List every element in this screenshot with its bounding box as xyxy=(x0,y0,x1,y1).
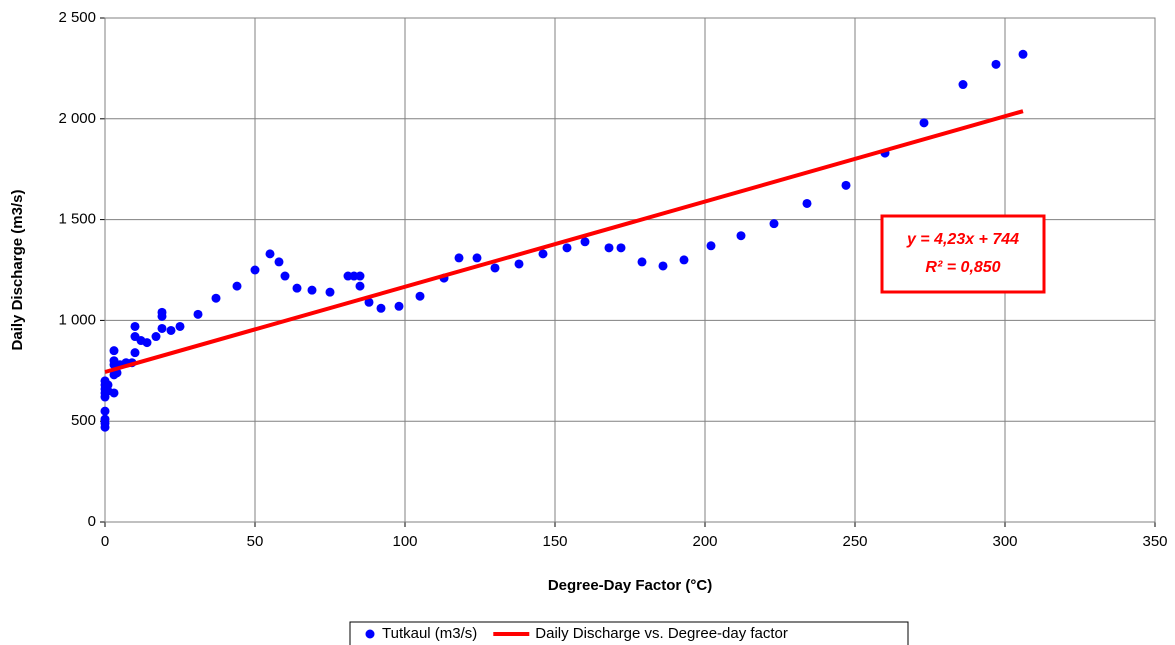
x-tick-label: 350 xyxy=(1142,533,1167,550)
point xyxy=(232,281,242,291)
point xyxy=(802,198,812,208)
point xyxy=(616,243,626,253)
point xyxy=(130,348,140,358)
x-tick-label: 150 xyxy=(542,533,567,550)
point xyxy=(580,237,590,247)
point xyxy=(100,414,110,424)
point xyxy=(265,249,275,259)
point xyxy=(562,243,572,253)
point xyxy=(355,271,365,281)
point xyxy=(157,307,167,317)
point xyxy=(142,338,152,348)
annotation-text: y = 4,23x + 744 xyxy=(906,231,1019,248)
point xyxy=(193,309,203,319)
point xyxy=(991,59,1001,69)
legend-box xyxy=(349,621,909,645)
point xyxy=(166,325,176,335)
point xyxy=(490,263,500,273)
x-tick-label: 300 xyxy=(992,533,1017,550)
legend-label: Daily Discharge vs. Degree-day factor xyxy=(535,625,788,642)
point xyxy=(355,281,365,291)
point xyxy=(454,253,464,263)
point xyxy=(151,332,161,342)
point xyxy=(274,257,284,267)
legend-label: Tutkaul (m3/s) xyxy=(382,625,477,642)
x-tick-label: 100 xyxy=(392,533,417,550)
point xyxy=(514,259,524,269)
point xyxy=(679,255,689,265)
annotation-text: R² = 0,850 xyxy=(925,259,1000,276)
legend-marker xyxy=(365,629,375,639)
x-tick-label: 250 xyxy=(842,533,867,550)
point xyxy=(658,261,668,271)
point xyxy=(157,323,167,333)
x-tick-label: 50 xyxy=(247,533,264,550)
y-tick-label: 2 500 xyxy=(58,9,96,26)
plot-border xyxy=(104,17,1156,523)
point xyxy=(364,297,374,307)
x-tick-label: 200 xyxy=(692,533,717,550)
point xyxy=(211,293,221,303)
y-tick-label: 0 xyxy=(88,513,96,530)
x-tick-label: 0 xyxy=(101,533,109,550)
point xyxy=(376,303,386,313)
point xyxy=(280,271,290,281)
y-tick-label: 500 xyxy=(71,412,96,429)
point xyxy=(472,253,482,263)
point xyxy=(325,287,335,297)
point xyxy=(175,321,185,331)
y-axis-label: Daily Discharge (m3/s) xyxy=(9,190,26,351)
x-axis-label: Degree-Day Factor (°C) xyxy=(548,577,712,594)
point xyxy=(109,388,119,398)
point xyxy=(307,285,317,295)
point xyxy=(394,301,404,311)
trend-line xyxy=(104,109,1024,374)
point xyxy=(130,321,140,331)
point xyxy=(706,241,716,251)
annotation-box xyxy=(880,214,1046,294)
point xyxy=(103,380,113,390)
point xyxy=(109,346,119,356)
point xyxy=(415,291,425,301)
point xyxy=(919,118,929,128)
point xyxy=(292,283,302,293)
point xyxy=(100,406,110,416)
point xyxy=(958,80,968,90)
point xyxy=(250,265,260,275)
point xyxy=(604,243,614,253)
point xyxy=(1018,49,1028,59)
y-tick-label: 2 000 xyxy=(58,110,96,127)
point xyxy=(736,231,746,241)
y-tick-label: 1 000 xyxy=(58,311,96,328)
point xyxy=(637,257,647,267)
point xyxy=(538,249,548,259)
y-tick-label: 1 500 xyxy=(58,211,96,228)
point xyxy=(769,219,779,229)
point xyxy=(841,180,851,190)
